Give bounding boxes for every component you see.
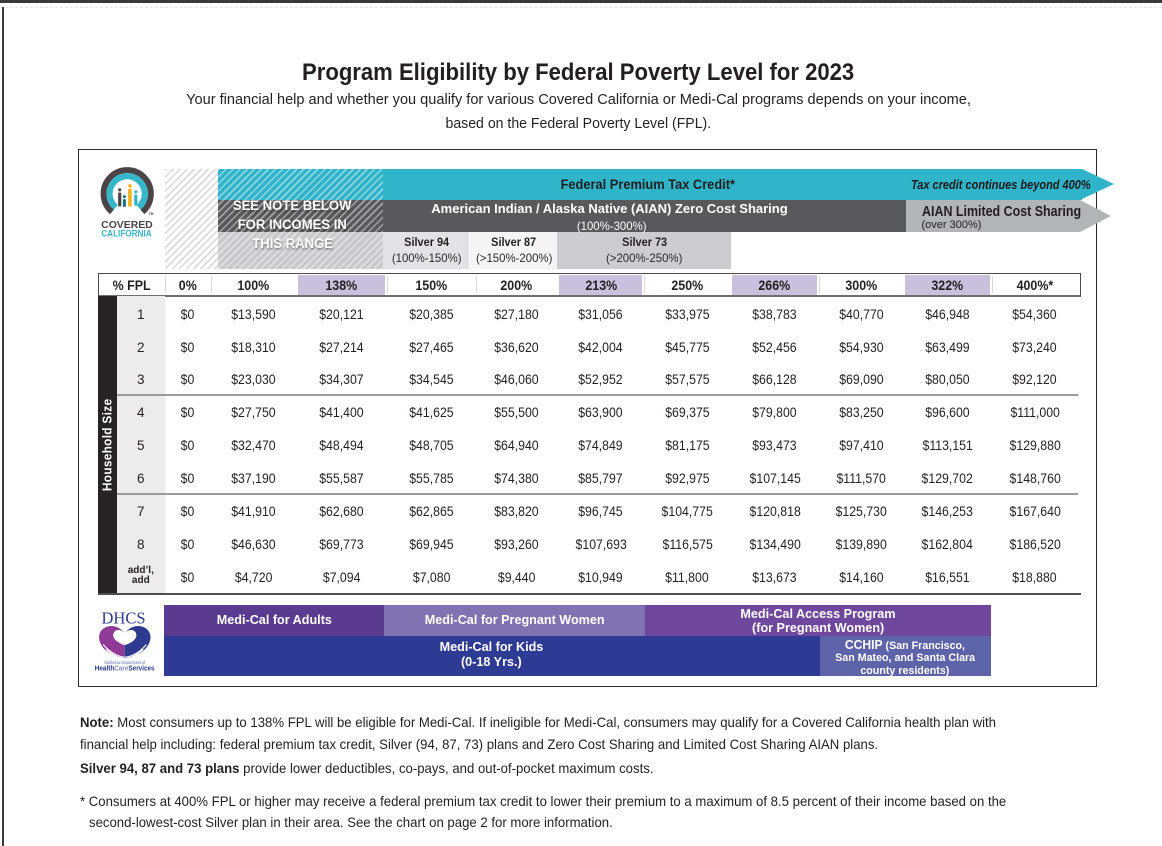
svg-text:CALIFORNIA: CALIFORNIA	[101, 228, 152, 238]
svg-text:COVERED: COVERED	[101, 220, 153, 231]
svg-text:TM: TM	[149, 212, 154, 216]
svg-text:DHCS: DHCS	[102, 609, 146, 628]
svg-text:HealthCareServices: HealthCareServices	[95, 664, 155, 673]
svg-text:California Department of: California Department of	[104, 660, 146, 665]
